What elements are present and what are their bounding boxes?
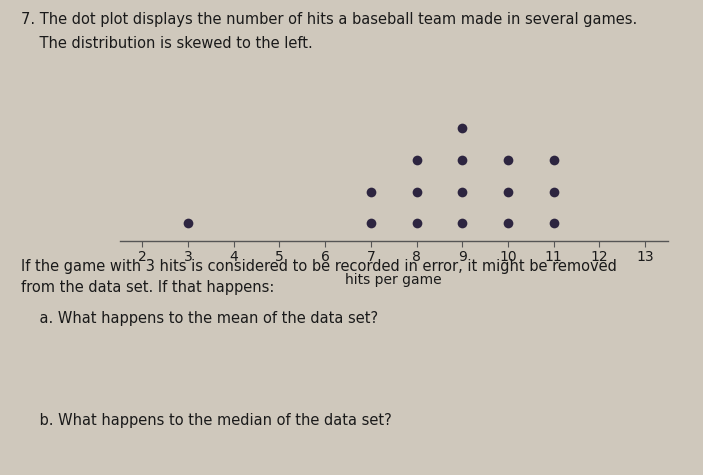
Text: b. What happens to the median of the data set?: b. What happens to the median of the dat… [21, 413, 392, 428]
Text: 7. The dot plot displays the number of hits a baseball team made in several game: 7. The dot plot displays the number of h… [21, 12, 638, 27]
X-axis label: hits per game: hits per game [345, 273, 442, 287]
Text: a. What happens to the mean of the data set?: a. What happens to the mean of the data … [21, 311, 378, 326]
Text: The distribution is skewed to the left.: The distribution is skewed to the left. [21, 36, 313, 51]
Text: If the game with 3 hits is considered to be recorded in error, it might be remov: If the game with 3 hits is considered to… [21, 259, 617, 274]
Text: from the data set. If that happens:: from the data set. If that happens: [21, 280, 274, 295]
